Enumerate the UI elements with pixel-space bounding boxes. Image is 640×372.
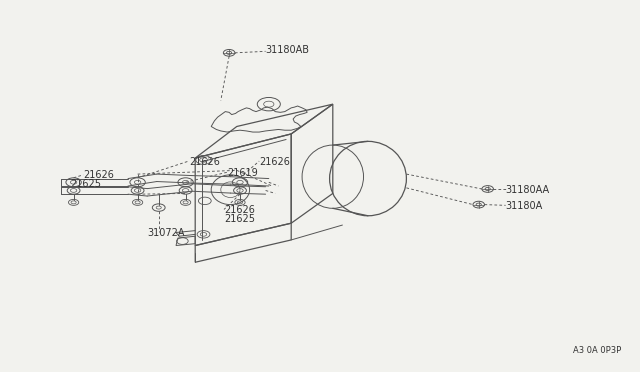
Text: 21625: 21625 (224, 215, 255, 224)
Text: 21626: 21626 (83, 170, 114, 180)
Text: A3 0A 0P3P: A3 0A 0P3P (573, 346, 621, 355)
Text: 21626: 21626 (259, 157, 290, 167)
Text: 21619: 21619 (227, 168, 258, 178)
Text: 21626: 21626 (224, 205, 255, 215)
Text: 21626: 21626 (189, 157, 220, 167)
Text: 31180A: 31180A (506, 202, 543, 211)
Text: 31072A: 31072A (147, 228, 185, 237)
Text: 21625: 21625 (70, 179, 101, 189)
Text: 31180AA: 31180AA (506, 185, 550, 195)
Text: 31180AB: 31180AB (266, 45, 310, 55)
